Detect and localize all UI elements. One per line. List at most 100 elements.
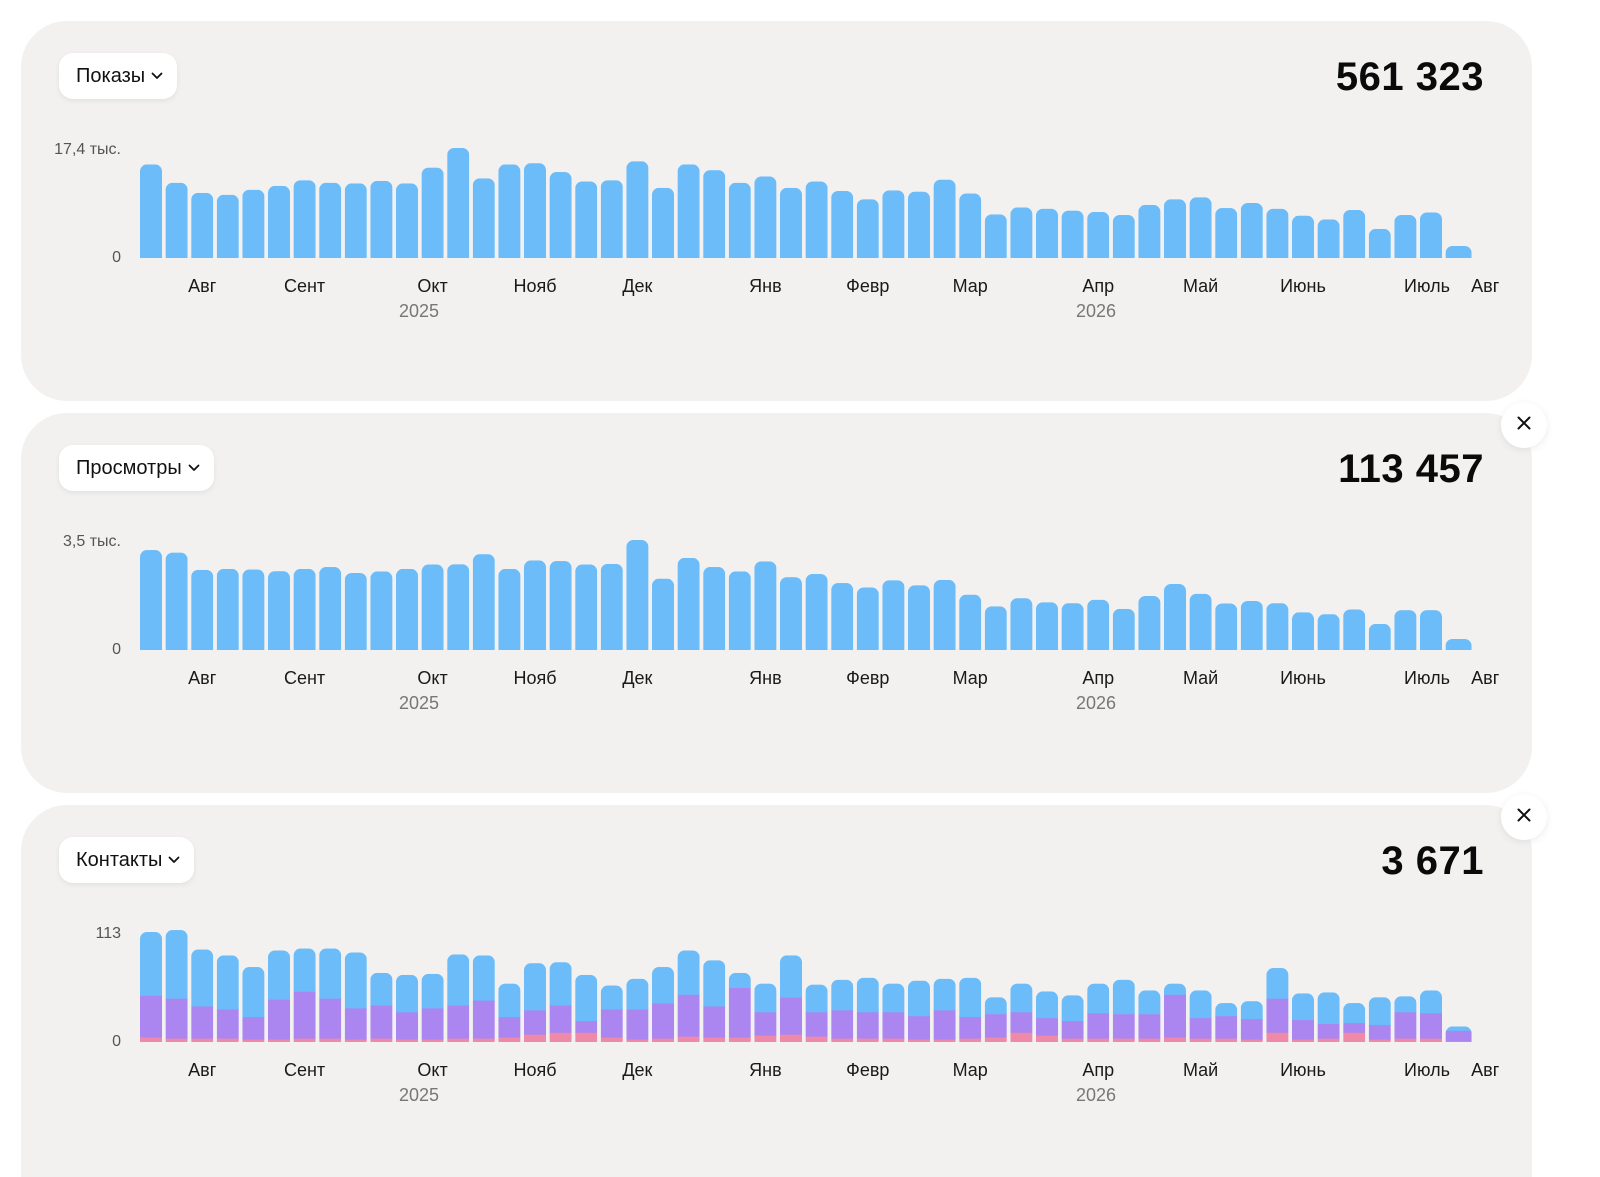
bar[interactable] (370, 972, 393, 1052)
bar[interactable] (728, 182, 751, 268)
bar[interactable] (1266, 968, 1289, 1052)
bar[interactable] (984, 606, 1007, 660)
bar[interactable] (831, 979, 854, 1052)
bar[interactable] (780, 955, 802, 1052)
bar[interactable] (191, 569, 214, 660)
bar[interactable] (831, 583, 854, 660)
bar[interactable] (882, 580, 905, 660)
bar[interactable] (549, 561, 572, 660)
bar[interactable] (703, 960, 726, 1052)
bar[interactable] (191, 949, 214, 1052)
bar[interactable] (1317, 614, 1340, 660)
bar[interactable] (1189, 197, 1212, 268)
bar[interactable] (370, 180, 393, 268)
bar[interactable] (268, 950, 290, 1052)
bar[interactable] (677, 557, 700, 660)
bar[interactable] (677, 164, 700, 268)
bar[interactable] (1138, 595, 1161, 660)
bar[interactable] (805, 573, 828, 660)
bar[interactable] (1087, 599, 1110, 660)
bar[interactable] (908, 980, 930, 1052)
bar[interactable] (140, 550, 162, 660)
bar[interactable] (1010, 983, 1033, 1052)
bar[interactable] (677, 950, 700, 1052)
bar[interactable] (1240, 203, 1263, 268)
bar[interactable] (1164, 983, 1186, 1052)
bar[interactable] (1343, 209, 1366, 268)
bar[interactable] (524, 560, 546, 660)
bar[interactable] (1061, 210, 1084, 268)
bar[interactable] (1420, 610, 1442, 660)
bar[interactable] (933, 179, 956, 268)
bar[interactable] (882, 190, 905, 268)
bar[interactable] (600, 563, 623, 660)
bar[interactable] (242, 569, 265, 660)
bar[interactable] (447, 564, 470, 660)
bar[interactable] (780, 187, 802, 268)
metric-select-contacts[interactable]: Контакты (59, 837, 195, 883)
bar[interactable] (1266, 603, 1289, 660)
bar[interactable] (780, 577, 802, 660)
bar[interactable] (933, 978, 956, 1052)
bar[interactable] (396, 974, 418, 1052)
bar[interactable] (1266, 208, 1289, 268)
bar[interactable] (344, 183, 367, 268)
bar[interactable] (268, 185, 290, 268)
bar[interactable] (344, 952, 367, 1052)
bar[interactable] (1420, 990, 1442, 1052)
bar[interactable] (472, 955, 495, 1052)
bar[interactable] (242, 189, 265, 268)
metric-select-views[interactable]: Просмотры (59, 445, 214, 491)
bar[interactable] (959, 594, 982, 660)
bar[interactable] (856, 199, 879, 268)
bar[interactable] (421, 167, 444, 268)
bar[interactable] (421, 973, 444, 1052)
bar[interactable] (652, 967, 674, 1052)
bar[interactable] (293, 948, 316, 1052)
bar[interactable] (1394, 215, 1417, 268)
bar[interactable] (191, 192, 214, 268)
bar[interactable] (1036, 602, 1058, 660)
bar[interactable] (882, 983, 905, 1052)
bar[interactable] (626, 978, 649, 1052)
bar[interactable] (165, 552, 188, 660)
bar[interactable] (1061, 603, 1084, 660)
bar[interactable] (319, 948, 342, 1052)
bar[interactable] (293, 568, 316, 660)
bar[interactable] (268, 571, 290, 660)
bar[interactable] (140, 932, 162, 1052)
bar[interactable] (1036, 208, 1058, 268)
bar[interactable] (575, 181, 598, 268)
bar[interactable] (856, 977, 879, 1052)
bar[interactable] (216, 568, 239, 660)
bar[interactable] (447, 148, 470, 268)
bar[interactable] (344, 573, 367, 660)
bar[interactable] (1138, 204, 1161, 268)
bar[interactable] (754, 561, 777, 660)
bar[interactable] (703, 170, 726, 268)
bar[interactable] (472, 178, 495, 268)
bar[interactable] (1010, 598, 1033, 660)
bar[interactable] (1292, 612, 1314, 660)
close-contacts-panel-button[interactable] (1501, 794, 1547, 840)
bar[interactable] (1215, 603, 1238, 660)
bar[interactable] (984, 214, 1007, 268)
bar[interactable] (396, 183, 418, 268)
bar[interactable] (805, 984, 828, 1052)
bar[interactable] (1215, 208, 1238, 268)
bar[interactable] (728, 571, 751, 660)
bar[interactable] (1317, 992, 1340, 1052)
bar[interactable] (1010, 207, 1033, 268)
bar[interactable] (1164, 199, 1186, 268)
bar[interactable] (626, 540, 649, 660)
bar[interactable] (1087, 983, 1110, 1052)
bar[interactable] (1112, 215, 1135, 268)
bar[interactable] (498, 983, 521, 1052)
bar[interactable] (1240, 600, 1263, 660)
bar[interactable] (575, 974, 598, 1052)
bar[interactable] (1420, 212, 1442, 268)
bar[interactable] (626, 161, 649, 268)
bar[interactable] (421, 564, 444, 660)
bar[interactable] (754, 176, 777, 268)
bar[interactable] (1343, 609, 1366, 660)
